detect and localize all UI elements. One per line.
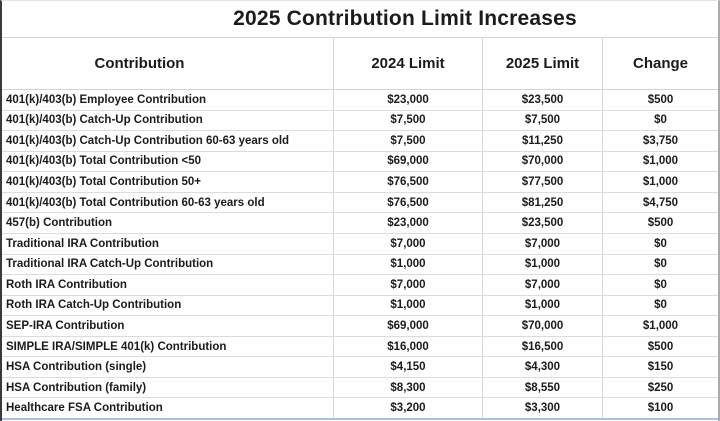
table-body: 401(k)/403(b) Employee Contribution $23,… [2, 90, 718, 420]
row-2024-limit: $69,000 [333, 151, 482, 172]
page-title: 2025 Contribution Limit Increases [233, 7, 577, 30]
row-change: $100 [602, 398, 718, 418]
row-change: $250 [602, 377, 718, 398]
column-header-2025-limit: 2025 Limit [482, 38, 602, 89]
row-2025-limit: $4,300 [482, 357, 602, 377]
table-row: 457(b) Contribution $23,000 $23,500 $500 [2, 213, 718, 234]
column-header-2024-limit: 2024 Limit [333, 38, 482, 89]
row-change: $3,750 [602, 131, 718, 151]
row-2024-limit: $76,500 [333, 192, 482, 213]
table-row: 401(k)/403(b) Employee Contribution $23,… [2, 90, 718, 111]
table-row: SEP-IRA Contribution $69,000 $70,000 $1,… [2, 316, 718, 337]
table-row: Roth IRA Catch-Up Contribution $1,000 $1… [2, 295, 718, 317]
table-row: 401(k)/403(b) Total Contribution <50 $69… [2, 151, 718, 173]
row-change: $500 [602, 213, 718, 233]
row-label: HSA Contribution (family) [6, 381, 147, 394]
row-2025-limit: $7,000 [482, 233, 602, 254]
row-2025-limit: $11,250 [482, 131, 602, 151]
row-2025-limit: $7,000 [482, 275, 602, 295]
row-2025-limit: $3,300 [482, 398, 602, 418]
row-2025-limit: $1,000 [482, 254, 602, 275]
column-header-label: 2025 Limit [505, 55, 580, 72]
row-2025-limit: $81,250 [482, 192, 602, 213]
row-change: $4,750 [602, 192, 718, 213]
column-header-label: 2024 Limit [371, 55, 445, 72]
row-2024-limit: $23,000 [333, 90, 482, 110]
row-label: Traditional IRA Contribution [6, 237, 159, 250]
row-label: Healthcare FSA Contribution [6, 402, 163, 415]
column-header-change: Change [602, 38, 718, 89]
table-row: 401(k)/403(b) Total Contribution 60-63 y… [2, 192, 718, 214]
column-header-label: Contribution [94, 55, 185, 72]
row-change: $0 [602, 110, 718, 131]
row-label: 401(k)/403(b) Catch-Up Contribution 60-6… [6, 134, 290, 147]
row-label: 457(b) Contribution [6, 217, 113, 230]
row-2024-limit: $7,000 [333, 233, 482, 254]
row-label: HSA Contribution (single) [6, 361, 147, 374]
table-row: 401(k)/403(b) Total Contribution 50+ $76… [2, 172, 718, 193]
row-label: Roth IRA Contribution [6, 278, 127, 291]
row-label: 401(k)/403(b) Total Contribution <50 [6, 155, 201, 168]
row-change: $0 [602, 254, 718, 275]
row-2024-limit: $76,500 [333, 172, 482, 192]
table-row: Roth IRA Contribution $7,000 $7,000 $0 [2, 275, 718, 296]
table-row: 401(k)/403(b) Catch-Up Contribution $7,5… [2, 110, 718, 132]
table-title-row: 2025 Contribution Limit Increases [2, 1, 718, 38]
row-2024-limit: $1,000 [333, 254, 482, 275]
row-label: 401(k)/403(b) Employee Contribution [6, 93, 207, 106]
row-2025-limit: $7,500 [482, 110, 602, 131]
row-label: Roth IRA Catch-Up Contribution [6, 299, 182, 312]
row-change: $0 [602, 233, 718, 254]
table-row: SIMPLE IRA/SIMPLE 401(k) Contribution $1… [2, 336, 718, 358]
row-2025-limit: $8,550 [482, 377, 602, 398]
table-row: Traditional IRA Contribution $7,000 $7,0… [2, 233, 718, 255]
row-change: $500 [602, 90, 718, 110]
table-row: HSA Contribution (single) $4,150 $4,300 … [2, 357, 718, 378]
row-2024-limit: $7,500 [333, 131, 482, 151]
row-change: $150 [602, 357, 718, 377]
row-label: 401(k)/403(b) Catch-Up Contribution [6, 114, 203, 127]
row-label: SEP-IRA Contribution [6, 319, 125, 332]
row-change: $0 [602, 295, 718, 316]
row-2024-limit: $7,500 [333, 110, 482, 131]
table-header-row: Contribution 2024 Limit 2025 Limit Chang… [2, 38, 718, 90]
row-2024-limit: $1,000 [333, 295, 482, 316]
row-2025-limit: $23,500 [482, 213, 602, 233]
row-change: $1,000 [602, 172, 718, 192]
row-2025-limit: $77,500 [482, 172, 602, 192]
row-change: $1,000 [602, 151, 718, 172]
row-label: Traditional IRA Catch-Up Contribution [6, 258, 214, 271]
row-label: SIMPLE IRA/SIMPLE 401(k) Contribution [6, 340, 227, 353]
row-2025-limit: $23,500 [482, 90, 602, 110]
row-2024-limit: $3,200 [333, 398, 482, 418]
row-label: 401(k)/403(b) Total Contribution 60-63 y… [6, 196, 265, 209]
row-2024-limit: $7,000 [333, 275, 482, 295]
row-2025-limit: $1,000 [482, 295, 602, 316]
table-row: HSA Contribution (family) $8,300 $8,550 … [2, 377, 718, 399]
row-2024-limit: $23,000 [333, 213, 482, 233]
row-2024-limit: $16,000 [333, 336, 482, 357]
row-2025-limit: $70,000 [482, 316, 602, 336]
row-change: $500 [602, 336, 718, 357]
table-row: 401(k)/403(b) Catch-Up Contribution 60-6… [2, 131, 718, 152]
column-header-contribution: Contribution [2, 38, 333, 89]
row-label: 401(k)/403(b) Total Contribution 50+ [6, 176, 201, 189]
row-2025-limit: $70,000 [482, 151, 602, 172]
row-change: $1,000 [602, 316, 718, 336]
row-2024-limit: $4,150 [333, 357, 482, 377]
row-2025-limit: $16,500 [482, 336, 602, 357]
row-2024-limit: $8,300 [333, 377, 482, 398]
table-row: Healthcare FSA Contribution $3,200 $3,30… [2, 398, 718, 418]
row-change: $0 [602, 275, 718, 295]
row-2024-limit: $69,000 [333, 316, 482, 336]
column-header-label: Change [632, 55, 688, 72]
table-row: Traditional IRA Catch-Up Contribution $1… [2, 254, 718, 276]
